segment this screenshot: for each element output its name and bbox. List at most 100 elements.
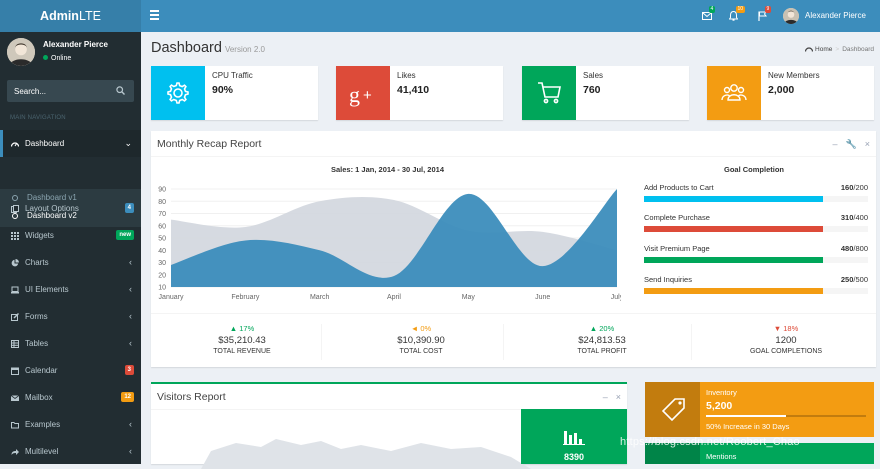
circle-icon (12, 213, 18, 219)
inventory-progress-fill (706, 415, 786, 417)
page-version: Version 2.0 (224, 45, 265, 54)
info-box-value: 41,410 (397, 84, 430, 96)
tasks-flag-icon[interactable]: 9 (758, 6, 771, 21)
breadcrumb-home[interactable]: Home (815, 46, 833, 53)
pie-chart-icon (11, 259, 19, 267)
svg-text:+: + (363, 87, 372, 104)
progress-bar (644, 196, 868, 202)
info-box-label: New Members (768, 71, 820, 80)
search-icon[interactable] (116, 86, 125, 95)
notifications-badge: 10 (736, 6, 745, 13)
chart-title: Sales: 1 Jan, 2014 - 30 Jul, 2014 (331, 165, 444, 174)
sidebar-item-examples[interactable]: Examples ‹ (0, 411, 141, 438)
info-box-cpu-traffic: CPU Traffic 90% (151, 66, 318, 120)
sidebar-item-multilevel[interactable]: Multilevel ‹ (0, 438, 141, 465)
submenu-item-dashboard-v1[interactable]: Dashboard v1 (12, 192, 77, 204)
box-tools: – 🔧 × (833, 139, 871, 150)
mentions-label: Mentions (706, 452, 737, 461)
breadcrumb-current: Dashboard (842, 46, 874, 53)
submenu-item-dashboard-v2[interactable]: Dashboard v2 (12, 210, 77, 222)
folder-icon (11, 422, 19, 429)
shopping-cart-icon (522, 66, 576, 120)
sidebar-toggle-icon[interactable] (150, 10, 159, 20)
tasks-badge: 9 (765, 6, 771, 13)
inventory-progress (706, 415, 866, 417)
box-title: Monthly Recap Report (157, 138, 262, 150)
chevron-left-icon: ‹ (129, 257, 132, 267)
svg-text:g: g (349, 82, 360, 107)
files-icon (11, 205, 19, 213)
info-box-value: 760 (583, 84, 601, 96)
progress-bar (644, 257, 868, 263)
box-header: Monthly Recap Report – 🔧 × (151, 131, 876, 157)
stat-total-profit: ▲ 20% $24,813.53 TOTAL PROFIT (577, 324, 627, 355)
progress-bar (644, 288, 868, 294)
box-tools: – × (603, 392, 621, 402)
chevron-left-icon: ‹ (129, 284, 132, 294)
sidebar-item-calendar[interactable]: Calendar 3 (0, 357, 141, 384)
y-tick-label: 10 (158, 285, 166, 292)
inventory-value: 5,200 (706, 400, 733, 412)
sidebar-item-dashboard[interactable]: Dashboard ⌄ (0, 130, 141, 157)
box-title: Visitors Report (157, 391, 226, 403)
sidebar-search (7, 80, 134, 102)
chevron-left-icon: ‹ (129, 446, 132, 456)
sidebar-item-tables[interactable]: Tables ‹ (0, 330, 141, 357)
calendar-badge: 3 (124, 365, 134, 375)
inventory-box: Inventory 5,200 50% Increase in 30 Days (645, 382, 874, 437)
sidebar-avatar-icon (7, 38, 35, 66)
dashboard-icon (804, 47, 814, 52)
caret-up-icon: ▲ (589, 324, 598, 333)
share-icon (11, 449, 19, 455)
collapse-icon[interactable]: – (832, 139, 838, 149)
mailbox-badge: 12 (121, 392, 134, 402)
sidebar-item-charts[interactable]: Charts ‹ (0, 249, 141, 276)
users-icon (707, 66, 761, 120)
user-panel: Alexander Pierce Online (7, 38, 108, 66)
x-tick-label: March (310, 294, 330, 301)
brand-logo[interactable]: AdminLTE (0, 0, 141, 32)
sidebar-item-ui-elements[interactable]: UI Elements ‹ (0, 276, 141, 303)
series-area-2 (171, 189, 617, 287)
messages-badge: 4 (709, 6, 715, 13)
sidebar-item-layout-options[interactable]: Layout Options 4 (0, 195, 141, 222)
user-status: Online (43, 55, 71, 62)
y-tick-label: 30 (158, 260, 166, 267)
sidebar: Alexander Pierce Online MAIN NAVIGATION … (0, 32, 141, 464)
table-icon (11, 340, 19, 348)
envelope-icon (11, 395, 19, 401)
info-box-value: 2,000 (768, 84, 795, 96)
y-tick-label: 20 (158, 272, 166, 279)
chevron-left-icon: ‹ (129, 419, 132, 429)
collapse-icon[interactable]: – (602, 392, 608, 402)
calendar-icon (11, 367, 19, 375)
recap-stats-row: ▲ 17% $35,210.43 TOTAL REVENUE ◄ 0% $10,… (151, 313, 876, 367)
world-map-image (201, 439, 531, 469)
y-tick-label: 40 (158, 248, 166, 255)
watermark-text: https://blog.csdn.net/Roobert_Chao (620, 436, 800, 448)
close-icon[interactable]: × (615, 392, 621, 402)
y-tick-label: 90 (158, 187, 166, 194)
box-header: Visitors Report – × (151, 384, 627, 410)
wrench-icon[interactable]: 🔧 (845, 139, 857, 149)
y-tick-label: 50 (158, 236, 166, 243)
dashboard-submenu: Dashboard v1 Dashboard v2 (0, 189, 141, 227)
user-name: Alexander Pierce (805, 11, 866, 20)
search-input[interactable] (7, 80, 107, 102)
info-box-label: CPU Traffic (212, 71, 253, 80)
messages-icon[interactable]: 4 (702, 6, 715, 21)
user-menu[interactable]: Alexander Pierce (783, 8, 866, 24)
sidebar-user-name: Alexander Pierce (43, 40, 108, 49)
close-icon[interactable]: × (864, 139, 870, 149)
sidebar-item-forms[interactable]: Forms ‹ (0, 303, 141, 330)
caret-left-icon: ◄ (410, 324, 419, 333)
goal-completion-title: Goal Completion (724, 165, 784, 174)
visitors-value: 8390 (563, 452, 585, 462)
sidebar-item-widgets[interactable]: Widgets new (0, 222, 141, 249)
circle-icon (12, 195, 18, 201)
x-tick-label: July (611, 294, 621, 301)
info-box-value: 90% (212, 84, 234, 96)
notifications-icon[interactable]: 10 (729, 6, 745, 21)
sidebar-item-mailbox[interactable]: Mailbox 12 (0, 384, 141, 411)
online-dot-icon (43, 55, 48, 60)
